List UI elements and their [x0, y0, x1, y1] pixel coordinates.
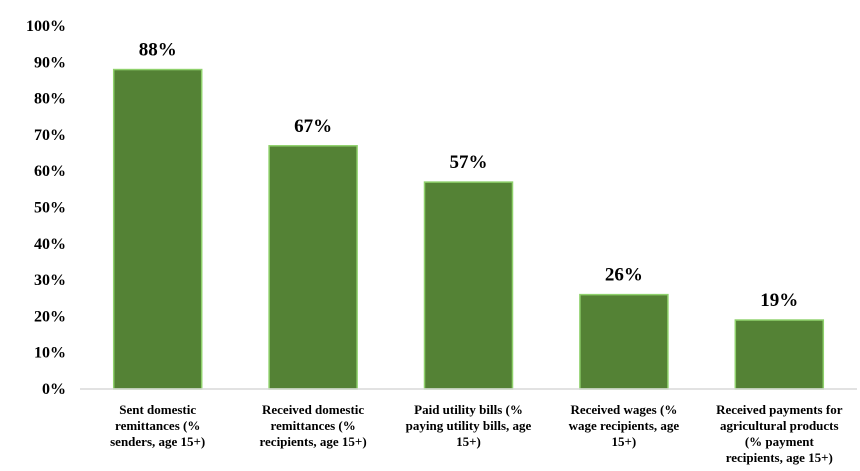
data-label: 57%: [450, 152, 488, 173]
bar: [423, 181, 514, 390]
y-tick-label: 50%: [34, 200, 66, 217]
y-tick-label: 30%: [34, 272, 66, 289]
y-tick-label: 60%: [34, 163, 66, 180]
x-tick-label: Sent domestic remittances (% senders, age …: [110, 402, 205, 449]
bar: [734, 319, 825, 390]
y-tick-label: 100%: [26, 18, 66, 35]
x-tick-label: Paid utility bills (% paying utility bill…: [406, 402, 532, 449]
data-label: 19%: [760, 290, 798, 311]
y-tick-label: 10%: [34, 345, 66, 362]
y-tick-label: 80%: [34, 91, 66, 108]
y-tick-label: 90%: [34, 54, 66, 71]
data-label: 88%: [139, 40, 177, 61]
y-tick-label: 40%: [34, 236, 66, 253]
x-tick-label: Received wages (% wage recipients, age 15+…: [569, 402, 680, 449]
x-tick-label: Received payments for agricultural produc…: [716, 402, 843, 465]
y-axis: 0% 10% 20% 30% 40% 50% 60% 70% 80% 90% 100%: [26, 18, 66, 398]
y-tick-label: 20%: [34, 308, 66, 325]
y-tick-label: 0%: [42, 381, 66, 398]
data-label: 26%: [605, 265, 643, 286]
bar: [112, 68, 203, 390]
x-tick-label: Received domestic remittances (% recipient…: [260, 402, 367, 449]
y-tick-label: 70%: [34, 127, 66, 144]
x-axis: Sent domestic remittances (% senders, age …: [80, 388, 857, 465]
bar: [579, 293, 669, 390]
data-label: 67%: [294, 116, 332, 137]
bars: [112, 68, 825, 390]
data-labels: 88% 67% 57% 26% 19%: [139, 40, 799, 311]
bar: [268, 145, 358, 390]
